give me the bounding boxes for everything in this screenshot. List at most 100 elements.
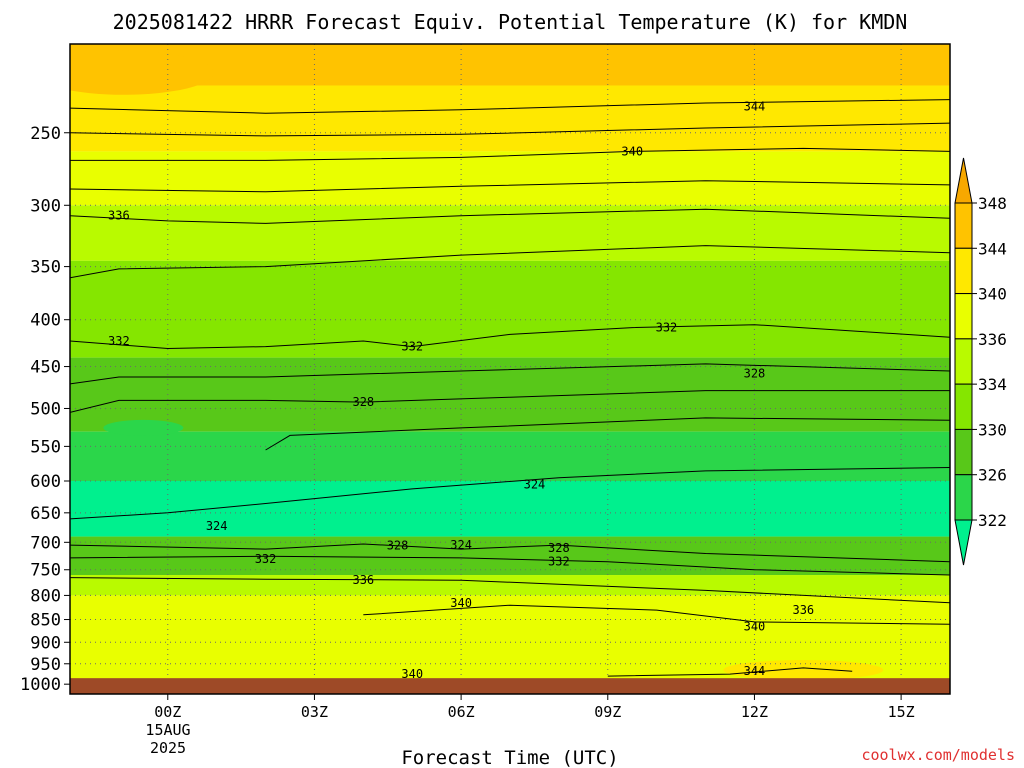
contour-328-8 bbox=[70, 390, 950, 413]
xtick-label-06Z: 06Z bbox=[448, 703, 475, 721]
ytick-label-900: 900 bbox=[30, 633, 61, 653]
ytick-label-550: 550 bbox=[30, 437, 61, 457]
ytick-label-950: 950 bbox=[30, 655, 61, 675]
ytick-label-400: 400 bbox=[30, 311, 61, 331]
ytick-label-800: 800 bbox=[30, 586, 61, 606]
colorbar-seg-0 bbox=[954, 202, 973, 249]
contour-344-0 bbox=[70, 99, 950, 114]
contour-340-14 bbox=[363, 604, 950, 625]
ytick-label-350: 350 bbox=[30, 258, 61, 278]
xtick-label-15Z: 15Z bbox=[888, 703, 915, 721]
colorbar-seg-6 bbox=[954, 474, 973, 521]
contour-label-328: 328 bbox=[387, 539, 409, 553]
ytick-label-700: 700 bbox=[30, 533, 61, 553]
contour-label-336: 336 bbox=[792, 603, 814, 617]
contour-328-12 bbox=[70, 543, 950, 563]
contour-label-336: 336 bbox=[108, 209, 130, 223]
contour-label-332: 332 bbox=[255, 552, 277, 566]
x-axis: 00Z 03Z 06Z 09Z 12Z 15Z bbox=[154, 694, 915, 721]
shade-blob-525 bbox=[103, 419, 184, 436]
shade-blob-sfc bbox=[723, 660, 884, 681]
shade-blob-top bbox=[70, 50, 214, 95]
colorbar-extend-top bbox=[954, 157, 973, 204]
contour-label-332: 332 bbox=[548, 555, 570, 569]
shade-band-5 bbox=[70, 357, 950, 432]
colorbar-label-348: 348 bbox=[978, 194, 1007, 213]
surface-terrain bbox=[70, 678, 950, 694]
contour-label-344: 344 bbox=[744, 664, 766, 678]
contour-342-1 bbox=[70, 122, 950, 137]
contour-324-10 bbox=[70, 467, 950, 520]
colorbar-seg-1 bbox=[954, 247, 973, 295]
contour-336-13 bbox=[70, 577, 950, 604]
colorbar-label-322: 322 bbox=[978, 511, 1007, 530]
contour-338-3 bbox=[70, 180, 950, 193]
xtick-label-03Z: 03Z bbox=[301, 703, 328, 721]
contour-332-6 bbox=[70, 324, 950, 350]
shade-band-0 bbox=[70, 44, 950, 86]
colorbar-label-334: 334 bbox=[978, 375, 1007, 394]
shade-band-2 bbox=[70, 151, 950, 206]
colorbar: 348 344 340 336 334 330 326 322 bbox=[954, 157, 1007, 566]
contour-label-344: 344 bbox=[744, 99, 766, 113]
ytick-label-750: 750 bbox=[30, 561, 61, 581]
contour-label-332: 332 bbox=[656, 321, 678, 335]
contour-332-11 bbox=[70, 555, 950, 576]
contour-label-324: 324 bbox=[206, 519, 228, 533]
y-axis: 2503003504004505005506006507007508008509… bbox=[20, 124, 70, 695]
watermark: coolwx.com/models bbox=[861, 746, 1015, 764]
contour-label-340: 340 bbox=[450, 596, 472, 610]
colorbar-seg-3 bbox=[954, 338, 973, 385]
date-label-year: 2025 bbox=[150, 739, 186, 757]
contour-label-336: 336 bbox=[352, 573, 374, 587]
ytick-label-1000: 1000 bbox=[20, 675, 61, 695]
contour-label-332: 332 bbox=[108, 334, 130, 348]
shade-band-4 bbox=[70, 260, 950, 358]
ytick-label-850: 850 bbox=[30, 611, 61, 631]
xtick-label-12Z: 12Z bbox=[741, 703, 768, 721]
contour-330-7 bbox=[70, 363, 950, 385]
contour-label-340: 340 bbox=[621, 144, 643, 158]
colorbar-label-326: 326 bbox=[978, 466, 1007, 485]
shaded-field bbox=[70, 44, 950, 694]
shade-band-8 bbox=[70, 536, 950, 576]
contour-label-332: 332 bbox=[401, 340, 423, 354]
contour-label-328: 328 bbox=[744, 367, 766, 381]
contour-label-340: 340 bbox=[744, 619, 766, 633]
shade-band-9 bbox=[70, 575, 950, 596]
colorbar-label-336: 336 bbox=[978, 330, 1007, 349]
colorbar-label-340: 340 bbox=[978, 285, 1007, 304]
contour-label-328: 328 bbox=[352, 395, 374, 409]
ytick-label-250: 250 bbox=[30, 124, 61, 144]
ytick-label-500: 500 bbox=[30, 399, 61, 419]
contour-334-5 bbox=[70, 245, 950, 279]
chart-title: 2025081422 HRRR Forecast Equiv. Potentia… bbox=[113, 10, 908, 34]
shade-band-7 bbox=[70, 480, 950, 537]
contour-336-4 bbox=[70, 208, 950, 224]
contour-label-324: 324 bbox=[450, 538, 472, 552]
ytick-label-450: 450 bbox=[30, 358, 61, 378]
contour-340-2 bbox=[70, 147, 950, 161]
colorbar-seg-2 bbox=[954, 293, 973, 340]
shade-band-1 bbox=[70, 85, 950, 152]
colorbar-label-344: 344 bbox=[978, 239, 1007, 258]
xtick-label-09Z: 09Z bbox=[594, 703, 621, 721]
date-label-month: 15AUG bbox=[145, 721, 190, 739]
shade-band-6 bbox=[70, 431, 950, 481]
contour-326-9 bbox=[265, 417, 950, 451]
contour-label-324: 324 bbox=[524, 477, 546, 491]
contour-label-340: 340 bbox=[401, 667, 423, 681]
colorbar-seg-5 bbox=[954, 428, 973, 476]
colorbar-seg-4 bbox=[954, 383, 973, 430]
contour-344-15 bbox=[607, 667, 853, 677]
x-axis-label: Forecast Time (UTC) bbox=[401, 747, 618, 768]
xtick-label-00Z: 00Z bbox=[154, 703, 181, 721]
colorbar-extend-bottom bbox=[954, 519, 973, 566]
contour-label-328: 328 bbox=[548, 541, 570, 555]
colorbar-label-330: 330 bbox=[978, 420, 1007, 439]
ytick-label-650: 650 bbox=[30, 504, 61, 524]
ytick-label-600: 600 bbox=[30, 472, 61, 492]
ytick-label-300: 300 bbox=[30, 196, 61, 216]
